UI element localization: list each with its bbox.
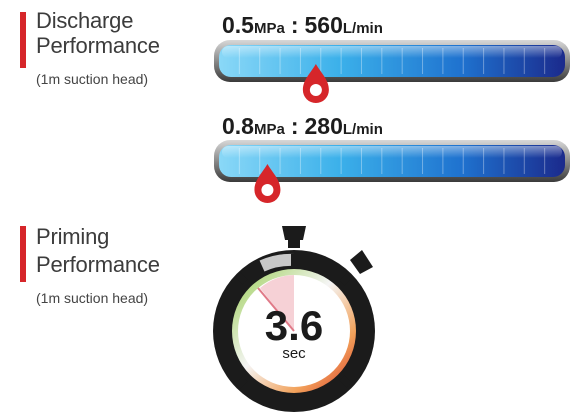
flow-value: 280 [304,113,343,139]
pressure-value: 0.8 [222,113,254,139]
discharge-bar-2-svg [214,140,570,203]
stopwatch-side-button [350,250,373,274]
discharge-title-line1: Discharge [36,8,134,33]
drop-marker-icon [302,64,329,103]
priming-unit: sec [282,345,306,362]
discharge-reading-2: 0.8MPa:280L/min [222,113,383,140]
discharge-bar-1 [214,40,570,106]
stopwatch-stem [288,238,300,248]
priming-title-line2: Performance [36,252,160,277]
discharge-bar-1-svg [214,40,570,103]
bar-gloss [222,146,562,158]
bar-gloss [222,46,562,58]
priming-subtitle: (1m suction head) [36,290,149,306]
pressure-unit: MPa [253,121,285,138]
reading-separator: : [290,113,299,139]
flow-unit: L/min [342,20,383,37]
discharge-bar-2 [214,140,570,206]
priming-title-line1: Priming [36,224,110,249]
priming-value: 3.6 [265,302,323,349]
dial-ticks [217,254,371,408]
discharge-accent-bar [20,12,26,68]
stopwatch-crown [282,226,306,240]
reading-separator: : [290,12,299,38]
dial-elapsed-arc [259,253,295,272]
drop-marker-icon [254,164,281,203]
dial-sweep [260,275,294,331]
flow-value: 560 [304,12,343,38]
flow-unit: L/min [342,121,383,138]
pressure-value: 0.5 [222,12,254,38]
dial-hand [257,287,295,332]
stopwatch-icon: 3.6 sec [213,226,375,412]
pressure-unit: MPa [253,20,285,37]
discharge-title-line2: Performance [36,33,160,58]
stopwatch-dial: 3.6 sec [200,220,390,418]
discharge-reading-1: 0.5MPa:560L/min [222,12,383,39]
priming-accent-bar [20,226,26,282]
discharge-subtitle: (1m suction head) [36,71,149,87]
